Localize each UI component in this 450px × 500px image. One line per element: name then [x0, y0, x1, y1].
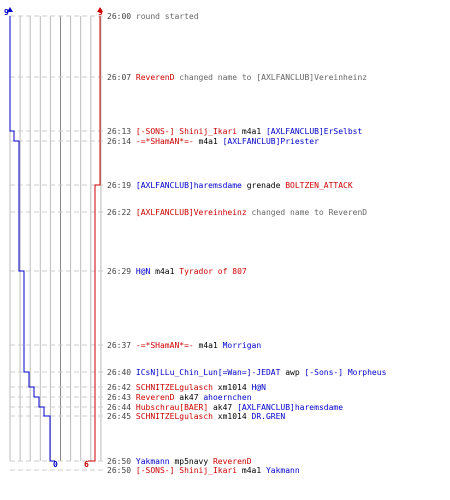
- event-time: 26:43: [107, 393, 136, 402]
- weapon-text: m4a1: [193, 341, 223, 350]
- weapon-text: grenade: [241, 181, 286, 190]
- event-row: 26:44 Hubschrau[BAER] ak47 [AXLFANCLUB]h…: [107, 403, 343, 412]
- event-time: 26:50: [107, 457, 136, 466]
- event-row: 26:45 SCHNITZELgulasch xm1014 DR.GREN: [107, 412, 285, 421]
- event-time: 26:44: [107, 403, 136, 412]
- event-row: 26:19 [AXLFANCLUB]haremsdame grenade BOL…: [107, 181, 353, 190]
- weapon-text: awp: [280, 368, 305, 377]
- weapon-text: mp5navy: [169, 457, 213, 466]
- event-row: 26:14 -=*SHamAN*=- m4a1 [AXLFANCLUB]Prie…: [107, 137, 319, 146]
- player-name: Tyrador of 807: [179, 267, 247, 276]
- weapon-text: xm1014: [212, 412, 252, 421]
- blue-team-alive-line: [9, 16, 55, 462]
- event-row: 26:22 [AXLFANCLUB]Vereinheinz changed na…: [107, 208, 367, 217]
- event-row: 26:37 -=*SHamAN*=- m4a1 Morrigan: [107, 341, 261, 350]
- event-time: 26:22: [107, 208, 136, 217]
- player-name: H@N: [251, 383, 266, 392]
- message-text: round started: [135, 12, 199, 21]
- player-name: ICsN]LLu_Chin_Lun[=Wan=]-JEDAT: [135, 368, 281, 377]
- event-row: 26:00 round started: [107, 12, 199, 21]
- player-name: Yakmann: [265, 466, 300, 475]
- weapon-text: m4a1: [237, 127, 266, 136]
- red-team-start-score: 9: [98, 8, 103, 17]
- event-row: 26:07 ReverenD changed name to [AXLFANCL…: [107, 73, 367, 82]
- weapon-text: m4a1: [193, 137, 223, 146]
- player-name: [AXLFANCLUB]haremsdame: [237, 403, 344, 412]
- player-name: DR.GREN: [251, 412, 286, 421]
- player-name: [-SONS-] Shinij_Ikari: [135, 127, 238, 136]
- event-row: 26:50 [-SONS-] Shinij_Ikari m4a1 Yakmann: [107, 466, 300, 475]
- event-time: 26:37: [107, 341, 136, 350]
- message-text: changed name to ReverenD: [246, 208, 368, 217]
- event-row: 26:29 H@N m4a1 Tyrador of 807: [107, 267, 247, 276]
- player-name: Morrigan: [222, 341, 262, 350]
- player-name: -=*SHamAN*=-: [135, 341, 194, 350]
- event-time: 26:13: [107, 127, 136, 136]
- blue-team-end-score: 0: [53, 460, 58, 469]
- event-time: 26:45: [107, 412, 136, 421]
- event-time: 26:42: [107, 383, 136, 392]
- player-name: Yakmann: [135, 457, 170, 466]
- event-row: 26:42 SCHNITZELgulasch xm1014 H@N: [107, 383, 266, 392]
- player-name: [AXLFANCLUB]haremsdame: [135, 181, 242, 190]
- event-row: 26:50 Yakmann mp5navy ReverenD: [107, 457, 252, 466]
- player-name: -=*SHamAN*=-: [135, 137, 194, 146]
- event-time: 26:14: [107, 137, 136, 146]
- player-name: SCHNITZELgulasch: [135, 383, 213, 392]
- red-team-alive-line: [88, 16, 101, 462]
- event-row: 26:43 ReverenD ak47 ahoernchen: [107, 393, 252, 402]
- event-time: 26:29: [107, 267, 136, 276]
- event-time: 26:19: [107, 181, 136, 190]
- event-time: 26:07: [107, 73, 136, 82]
- weapon-text: ak47: [208, 403, 238, 412]
- red-team-end-score: 6: [84, 460, 89, 469]
- blue-team-start-score: 9: [4, 8, 9, 17]
- event-row: 26:13 [-SONS-] Shinij_Ikari m4a1 [AXLFAN…: [107, 127, 362, 136]
- weapon-text: m4a1: [237, 466, 266, 475]
- player-name: H@N: [135, 267, 151, 276]
- player-name: BOLTZEN_ATTACK: [285, 181, 353, 190]
- player-name: ReverenD: [212, 457, 252, 466]
- blue-team-start-marker: [7, 7, 13, 12]
- player-name: [-SONS-] Shinij_Ikari: [135, 466, 238, 475]
- player-name: ahoernchen: [203, 393, 252, 402]
- event-time: 26:50: [107, 466, 136, 475]
- red-team-start-marker: [97, 7, 103, 12]
- event-time: 26:40: [107, 368, 136, 377]
- weapon-text: m4a1: [150, 267, 180, 276]
- message-text: [AXLFANCLUB]Vereinheinz: [256, 73, 368, 82]
- player-name: [-Sons-] Morpheus: [304, 368, 387, 377]
- player-name: [AXLFANCLUB]Priester: [222, 137, 319, 146]
- event-row: 26:40 ICsN]LLu_Chin_Lun[=Wan=]-JEDAT awp…: [107, 368, 386, 377]
- message-text: changed name to: [174, 73, 257, 82]
- player-name: [AXLFANCLUB]ErSelbst: [265, 127, 363, 136]
- player-name: [AXLFANCLUB]Vereinheinz: [135, 208, 247, 217]
- player-name: ReverenD: [135, 73, 175, 82]
- event-time: 26:00: [107, 12, 136, 21]
- weapon-text: xm1014: [212, 383, 252, 392]
- weapon-text: ak47: [174, 393, 204, 402]
- player-name: ReverenD: [135, 393, 175, 402]
- player-name: SCHNITZELgulasch: [135, 412, 213, 421]
- player-name: Hubschrau[BAER]: [135, 403, 209, 412]
